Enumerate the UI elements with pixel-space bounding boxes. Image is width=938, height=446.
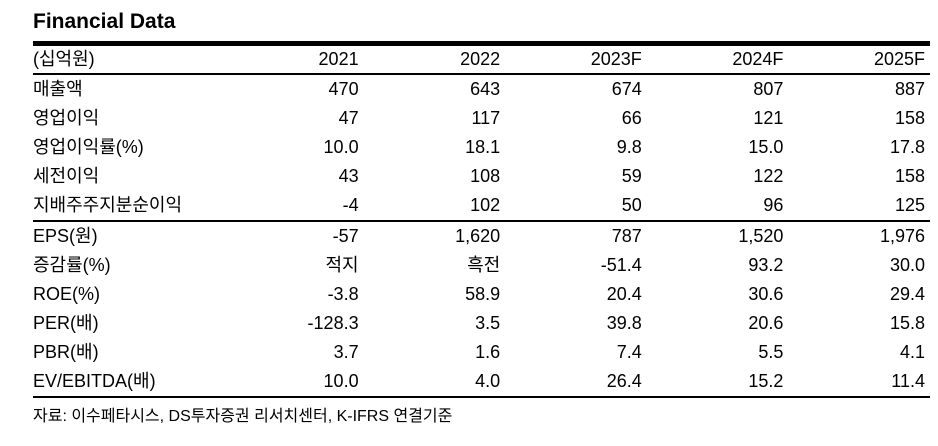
content-area: Financial Data (십억원) 2021 2022 2023F 202…: [33, 10, 930, 425]
cell-value: 50: [621, 195, 642, 215]
cell-value: 125: [894, 195, 925, 215]
cell-value: 30.6: [748, 284, 784, 304]
column-header-2024f: 2024F: [646, 43, 789, 75]
cell-value: 5.5: [758, 342, 784, 362]
column-header-2021: 2021: [222, 43, 364, 75]
cell-value: 59: [621, 166, 642, 186]
cell-value: 787: [505, 220, 647, 251]
cell-value: -4: [342, 195, 359, 215]
row-label: PBR(배): [33, 342, 99, 362]
cell-value: 20.6: [748, 313, 784, 333]
header-row: (십억원) 2021 2022 2023F 2024F 2025F: [33, 43, 930, 75]
row-label: 증감률(%): [33, 255, 111, 275]
cell-value: 643: [470, 79, 501, 99]
cell-value: 9.8: [616, 137, 642, 157]
cell-value: 43: [338, 166, 359, 186]
table-row-pretax-profit: 세전이익 43 108 59 122 158: [33, 162, 930, 191]
cell-value: 29.4: [889, 284, 925, 304]
cell-value: 117: [471, 108, 501, 128]
row-label: 영업이익률(%): [33, 137, 144, 157]
cell-value: 10.0: [323, 371, 359, 391]
row-label: PER(배): [33, 313, 99, 333]
source-note: 자료: 이수페타시스, DS투자증권 리서치센터, K-IFRS 연결기준: [33, 408, 453, 425]
cell-value: 93.2: [748, 255, 784, 275]
row-label: 매출액: [33, 79, 83, 99]
cell-value: 122: [753, 166, 784, 186]
table-row-pbr: PBR(배) 3.7 1.6 7.4 5.5 4.1: [33, 338, 930, 367]
table-row-growth-rate: 증감률(%) 적지 흑전 -51.4 93.2 30.0: [33, 251, 930, 280]
cell-value: 1,620: [363, 220, 506, 251]
financial-table: (십억원) 2021 2022 2023F 2024F 2025F 매출액 47…: [33, 41, 930, 398]
column-header-2022: 2022: [363, 43, 506, 75]
table-row-revenue: 매출액 470 643 674 807 887: [33, 74, 930, 104]
cell-value: 158: [894, 166, 925, 186]
cell-value: 158: [894, 108, 925, 128]
row-label: ROE(%): [33, 284, 100, 304]
cell-value: 15.0: [748, 137, 784, 157]
row-label: EV/EBITDA(배): [33, 371, 156, 391]
cell-value: 7.4: [616, 342, 642, 362]
row-label: 세전이익: [33, 166, 100, 186]
row-label: 지배주주지분순이익: [33, 195, 183, 215]
cell-value: 1.6: [475, 342, 501, 362]
column-header-2023f: 2023F: [505, 43, 647, 75]
cell-value: 121: [753, 108, 784, 128]
table-row-per: PER(배) -128.3 3.5 39.8 20.6 15.8: [33, 309, 930, 338]
cell-value: 1,976: [788, 220, 930, 251]
cell-value: 적지: [325, 255, 359, 275]
cell-value: -128.3: [307, 313, 359, 333]
table-body: 매출액 470 643 674 807 887 영업이익 47 117 66 1…: [33, 74, 930, 397]
cell-value: 3.5: [475, 313, 501, 333]
cell-value: 66: [621, 108, 642, 128]
cell-value: 674: [611, 79, 642, 99]
cell-value: 470: [328, 79, 359, 99]
cell-value: -51.4: [600, 255, 642, 275]
cell-value: 887: [894, 79, 925, 99]
cell-value: 18.1: [465, 137, 501, 157]
table-row-eps: EPS(원) -57 1,620 787 1,520 1,976: [33, 220, 930, 251]
cell-value: 26.4: [606, 371, 642, 391]
cell-value: 102: [470, 195, 501, 215]
cell-value: 20.4: [606, 284, 642, 304]
cell-value: 1,520: [646, 220, 789, 251]
cell-value: 15.8: [889, 313, 925, 333]
table-row-net-profit: 지배주주지분순이익 -4 102 50 96 125: [33, 191, 930, 221]
column-header-2025f: 2025F: [788, 43, 930, 75]
row-label: EPS(원): [33, 220, 222, 251]
cell-value: -57: [222, 220, 364, 251]
cell-value: 58.9: [465, 284, 501, 304]
table-row-operating-profit: 영업이익 47 117 66 121 158: [33, 104, 930, 133]
cell-value: 11.4: [891, 371, 925, 391]
row-label: 영업이익: [33, 108, 100, 128]
cell-value: -3.8: [327, 284, 359, 304]
cell-value: 15.2: [748, 371, 784, 391]
page-title: Financial Data: [33, 10, 176, 33]
cell-value: 4.0: [475, 371, 501, 391]
cell-value: 3.7: [333, 342, 359, 362]
table-header: (십억원) 2021 2022 2023F 2024F 2025F: [33, 43, 930, 75]
cell-value: 39.8: [606, 313, 642, 333]
cell-value: 108: [470, 166, 501, 186]
cell-value: 4.1: [899, 342, 925, 362]
unit-label: (십억원): [33, 43, 222, 75]
cell-value: 96: [763, 195, 784, 215]
cell-value: 47: [338, 108, 359, 128]
table-row-operating-margin: 영업이익률(%) 10.0 18.1 9.8 15.0 17.8: [33, 133, 930, 162]
cell-value: 10.0: [323, 137, 359, 157]
table-row-roe: ROE(%) -3.8 58.9 20.4 30.6 29.4: [33, 280, 930, 309]
cell-value: 17.8: [889, 137, 925, 157]
cell-value: 30.0: [889, 255, 925, 275]
table-row-ev-ebitda: EV/EBITDA(배) 10.0 4.0 26.4 15.2 11.4: [33, 367, 930, 397]
cell-value: 807: [753, 79, 784, 99]
cell-value: 흑전: [467, 255, 501, 275]
